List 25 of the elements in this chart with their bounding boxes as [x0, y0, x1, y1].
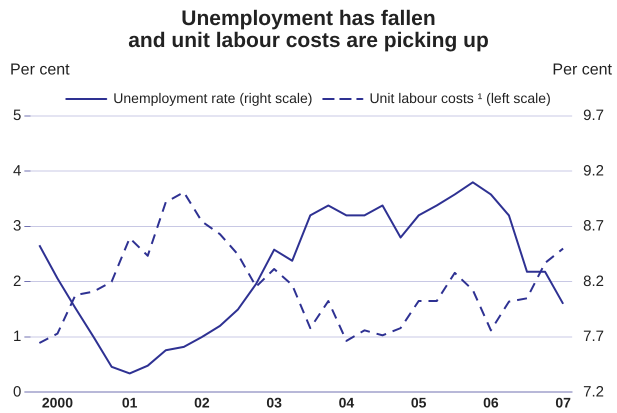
legend-label: Unit labour costs ¹ (left scale) — [369, 90, 551, 106]
y-tick-label: 1 — [13, 328, 22, 346]
y-tick-label: 0 — [13, 383, 22, 400]
y-axis-title: Per cent — [10, 61, 70, 78]
y-tick-label: 5 — [13, 107, 22, 124]
y2-axis-title: Per cent — [552, 61, 613, 78]
x-tick-label: 06 — [483, 394, 499, 410]
y-tick-label: 3 — [13, 218, 22, 235]
chart-title: Unemployment has fallen and unit labour costs are picking up — [127, 7, 490, 52]
x-tick-label: 2000 — [42, 394, 74, 410]
x-tick-label: 04 — [338, 394, 354, 410]
x-tick-label: 05 — [410, 394, 427, 410]
y-tick-label: 2 — [13, 272, 22, 290]
y2-tick-label: 9.2 — [583, 162, 604, 180]
y2-tick-label: 8.2 — [583, 272, 604, 290]
y2-tick-label: 9.7 — [583, 107, 604, 124]
y2-tick-label: 7.7 — [583, 328, 604, 346]
y-tick-label: 4 — [13, 162, 22, 180]
legend-label: Unemployment rate (right scale) — [113, 90, 312, 106]
y2-tick-label: 8.7 — [583, 218, 604, 235]
y2-tick-label: 7.2 — [583, 383, 604, 400]
x-tick-label: 07 — [555, 394, 572, 410]
x-tick-label: 01 — [122, 394, 138, 410]
x-tick-label: 03 — [266, 394, 282, 410]
x-tick-label: 02 — [194, 394, 210, 410]
